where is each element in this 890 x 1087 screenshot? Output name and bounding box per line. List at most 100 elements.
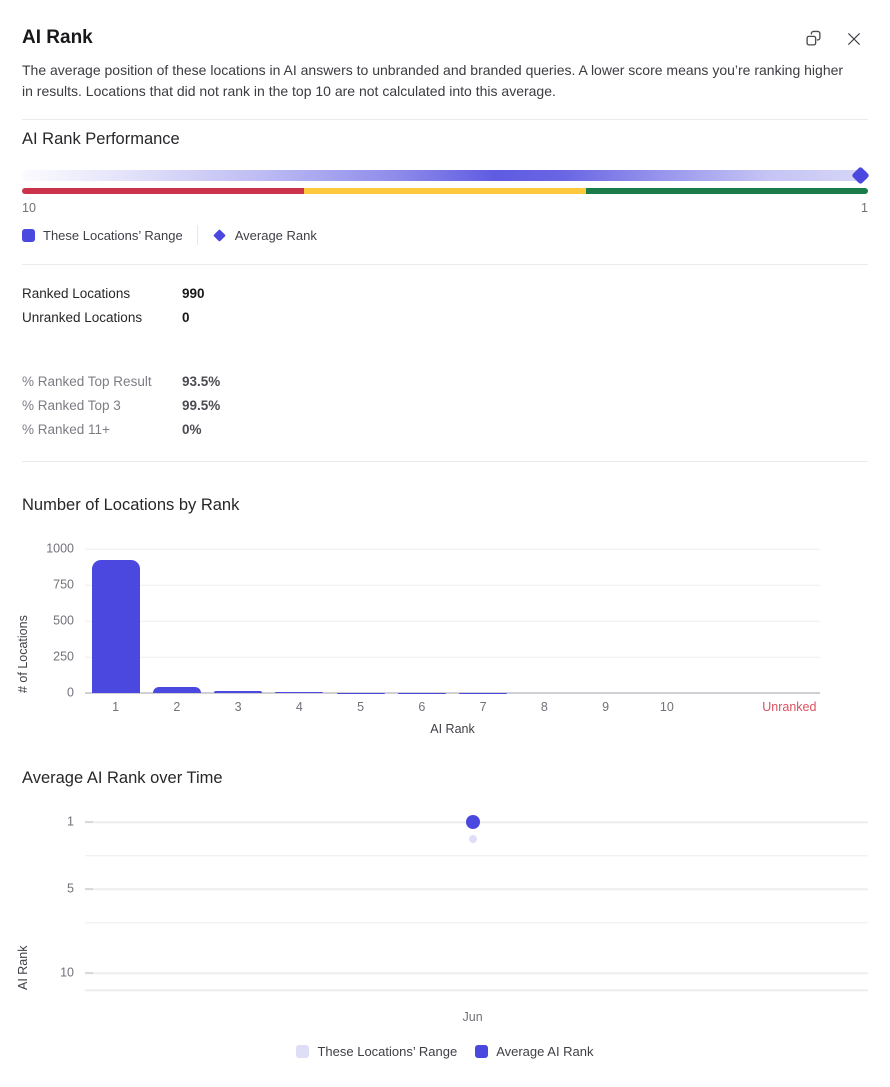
gridline [85, 888, 868, 890]
bar-slot [636, 549, 697, 693]
range-swatch-icon [296, 1045, 310, 1058]
stat-value: 0 [182, 310, 190, 325]
gridline [85, 972, 868, 974]
y-tick-label: 1 [67, 814, 74, 829]
scale-segment-red [22, 188, 304, 194]
range-swatch-icon [22, 228, 35, 242]
bar-slot [85, 549, 146, 693]
performance-section-title: AI Rank Performance [22, 130, 180, 148]
bar-slot [146, 549, 207, 693]
stats-primary: Ranked Locations 990 Unranked Locations … [22, 287, 868, 325]
divider [22, 461, 868, 462]
legend-label: Average Rank [234, 227, 317, 243]
y-tick-label: 0 [67, 685, 74, 700]
x-axis-line [85, 692, 820, 694]
scale-label-left: 10 [22, 201, 36, 215]
x-tick-label [698, 700, 759, 715]
time-chart-yticks: 1 5 10 [22, 815, 74, 990]
locations-by-rank-chart: # of Locations 0 250 500 750 1000 [16, 542, 868, 699]
bar-slot [269, 549, 330, 693]
y-tick-label: 5 [67, 881, 74, 896]
x-tick-label: 8 [540, 700, 548, 714]
range-dot[interactable] [468, 834, 477, 843]
gridline [85, 584, 820, 586]
x-tick-label: 1 [112, 700, 120, 714]
time-chart-title: Average AI Rank over Time [22, 769, 223, 787]
x-tick-label: 9 [602, 700, 610, 714]
stat-row: Unranked Locations 0 [22, 311, 868, 325]
rank-scale-bar [22, 188, 868, 194]
legend-label: Average AI Rank [496, 1044, 594, 1059]
rank-chart-xticks: 1 2 3 4 5 6 7 8 9 10 Unranked [85, 700, 820, 715]
stat-value: 99.5% [182, 398, 221, 413]
bar-slot [208, 549, 269, 693]
legend-label: These Locations’ Range [317, 1044, 458, 1059]
close-icon [848, 32, 860, 45]
y-tick-label: 500 [53, 613, 74, 628]
bar-slot [391, 549, 452, 693]
divider [22, 264, 868, 265]
x-tick-label: 4 [295, 700, 303, 714]
legend-item-range: These Locations’ Range [22, 228, 183, 243]
ai-rank-panel: AI Rank The average position of these lo… [16, 26, 870, 1060]
x-tick-label: Jun [462, 1010, 483, 1024]
average-swatch-icon [475, 1045, 489, 1058]
rank-bar[interactable] [275, 692, 324, 693]
stat-value: 93.5% [182, 374, 221, 389]
legend-item-average: Average Rank [212, 228, 317, 243]
stat-label: % Ranked 11+ [22, 422, 110, 437]
stat-row: % Ranked Top 3 99.5% [22, 399, 868, 413]
rank-chart-plot [85, 548, 820, 694]
divider [22, 119, 868, 120]
performance-legend: These Locations’ Range Average Rank [22, 225, 868, 245]
rank-bar[interactable] [152, 687, 201, 693]
stat-value: 0% [182, 422, 202, 437]
scale-segment-green [586, 188, 868, 194]
gridline [85, 620, 820, 622]
rank-bar[interactable] [91, 559, 140, 693]
gridline [85, 548, 820, 550]
header-actions [805, 26, 868, 47]
stat-label: Ranked Locations [22, 286, 131, 301]
x-axis-label: AI Rank [430, 722, 475, 736]
y-tick-label: 250 [53, 649, 74, 664]
x-tick-label: 3 [234, 700, 242, 714]
legend-label: These Locations’ Range [43, 227, 183, 243]
y-tick-mark [85, 972, 93, 975]
bar-chart-title: Number of Locations by Rank [22, 496, 240, 514]
bar-slot [698, 549, 759, 693]
bar-slot [514, 549, 575, 693]
panel-description: The average position of these locations … [22, 62, 844, 99]
rank-chart-yticks: 0 250 500 750 1000 [22, 542, 74, 699]
x-tick-label: 7 [479, 700, 487, 714]
scale-label-right: 1 [861, 201, 868, 215]
x-tick-label: 2 [173, 700, 181, 714]
panel-header: AI Rank [22, 26, 868, 50]
stat-label: % Ranked Top 3 [22, 398, 121, 413]
time-chart-xticks: Jun [85, 1010, 868, 1025]
rank-bar[interactable] [214, 690, 263, 693]
bar-slot [759, 549, 820, 693]
time-chart-legend: These Locations’ Range Average AI Rank [22, 1043, 868, 1060]
copy-button[interactable] [805, 30, 822, 47]
average-rank-dot[interactable] [465, 815, 480, 829]
gridline [85, 989, 868, 991]
y-tick-mark [85, 888, 93, 891]
y-tick-label: 10 [60, 965, 74, 980]
gridline [85, 922, 868, 924]
page-title: AI Rank [22, 27, 93, 48]
gridline [85, 656, 820, 658]
legend-divider [196, 225, 198, 245]
scale-labels: 10 1 [22, 201, 868, 216]
legend-item-average: Average AI Rank [475, 1044, 594, 1059]
close-button[interactable] [846, 31, 862, 47]
copy-icon [806, 30, 821, 46]
locations-range-gradient [22, 170, 868, 181]
x-tick-label: 5 [357, 700, 365, 714]
stat-row: % Ranked 11+ 0% [22, 423, 868, 437]
x-tick-label: 10 [659, 700, 674, 714]
bar-slot [453, 549, 514, 693]
bar-slot [330, 549, 391, 693]
gridline [85, 854, 868, 857]
stat-row: % Ranked Top Result 93.5% [22, 375, 868, 389]
